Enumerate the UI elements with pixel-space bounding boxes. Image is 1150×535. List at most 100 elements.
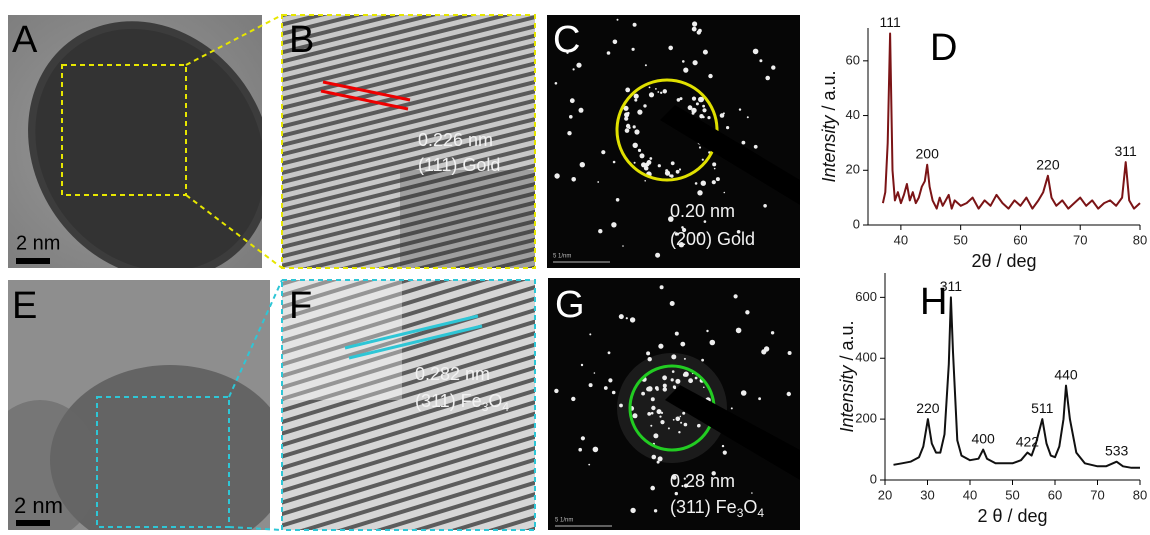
panel-label: A (12, 19, 38, 61)
spot (641, 162, 646, 167)
shade (400, 170, 535, 268)
spot (676, 417, 681, 422)
spot (651, 406, 655, 410)
scale-label: 2 nm (16, 232, 60, 254)
spot (634, 94, 639, 99)
spot (649, 157, 652, 160)
spot (665, 171, 670, 176)
spot (696, 102, 699, 105)
x-tick-label: 70 (1073, 232, 1087, 247)
spot (580, 162, 585, 167)
spot (650, 425, 652, 427)
spot (657, 409, 662, 414)
spot (554, 173, 559, 178)
spot (612, 391, 616, 395)
spot (571, 177, 576, 182)
spot (651, 397, 655, 401)
spot (571, 397, 575, 401)
annotation: 0.20 nm (670, 201, 735, 221)
spot (633, 23, 637, 27)
peak-label: 400 (971, 430, 995, 446)
spot (581, 436, 585, 440)
x-tick-label: 40 (894, 232, 908, 247)
panel-label: H (920, 281, 947, 323)
y-axis-label: Intensity / a.u. (837, 320, 857, 432)
spot (680, 422, 682, 424)
formula: (311) Fe (415, 391, 482, 411)
spot (646, 351, 650, 355)
spot (675, 332, 679, 336)
spot (634, 129, 639, 134)
peak-label: 533 (1105, 442, 1129, 458)
spot (683, 372, 688, 377)
spot (702, 116, 704, 118)
spot (675, 379, 680, 384)
panel-label: F (289, 285, 312, 327)
spot (673, 419, 675, 421)
spot (626, 317, 628, 319)
y-tick-label: 0 (853, 216, 860, 231)
spot (619, 404, 623, 408)
y-tick-label: 20 (846, 162, 860, 177)
panel-a (0, 0, 322, 327)
spot (758, 397, 761, 400)
spot (703, 50, 708, 55)
x-tick-label: 50 (953, 232, 967, 247)
spot (742, 141, 746, 145)
x-tick-label: 50 (1005, 487, 1019, 502)
spot (745, 310, 749, 314)
spot (734, 294, 738, 298)
y-tick-label: 40 (846, 107, 860, 122)
spot (630, 508, 635, 513)
spot (722, 445, 724, 447)
spot (678, 431, 680, 433)
spot (625, 88, 630, 93)
spot (712, 180, 716, 184)
spot (731, 407, 733, 409)
formula: (311) Fe (670, 497, 737, 517)
spot (679, 168, 681, 170)
spot (645, 64, 647, 66)
spot (759, 59, 762, 62)
peak-label: 440 (1054, 366, 1078, 382)
spot (676, 170, 680, 174)
spot (633, 413, 638, 418)
spot (627, 112, 630, 115)
spot (655, 253, 660, 258)
spot (703, 387, 705, 389)
spot (680, 342, 685, 347)
annotation: 0.282 nm (415, 364, 490, 384)
x-tick-label: 30 (920, 487, 934, 502)
spot (682, 60, 685, 63)
spot (640, 153, 645, 158)
spot (594, 372, 596, 374)
spot (613, 161, 616, 164)
spot (753, 49, 759, 55)
spot (724, 192, 726, 194)
spot (702, 105, 705, 108)
spot (788, 351, 792, 355)
spot (787, 392, 791, 396)
x-tick-label: 40 (963, 487, 977, 502)
spot (654, 509, 657, 512)
annotation: 0.226 nm (418, 130, 493, 150)
spot (608, 378, 612, 382)
spot (771, 331, 774, 334)
spot (622, 245, 624, 247)
spot (671, 354, 676, 359)
x-axis-label: 2θ / deg (971, 251, 1036, 271)
spot (736, 328, 742, 334)
y-tick-label: 0 (870, 471, 877, 486)
panel-label: G (555, 284, 585, 326)
spot (695, 377, 698, 380)
spot (697, 190, 702, 195)
spot (684, 423, 688, 427)
spot (765, 76, 770, 81)
panel-label: E (12, 285, 37, 327)
x-tick-label: 60 (1013, 232, 1027, 247)
spot (598, 229, 602, 233)
spot (688, 378, 693, 383)
spot (569, 115, 573, 119)
spot (708, 74, 712, 78)
formula: O (488, 391, 502, 411)
